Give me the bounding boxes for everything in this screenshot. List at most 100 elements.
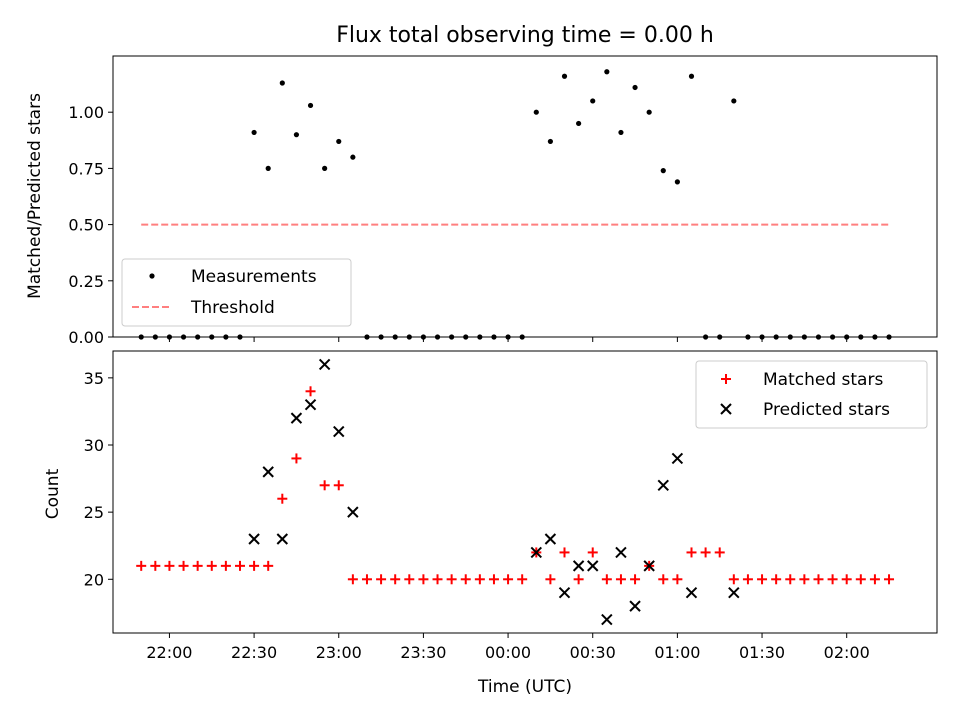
predicted-star-point xyxy=(629,600,641,612)
x-tick-label: 01:30 xyxy=(739,643,785,662)
matched-star-point xyxy=(545,574,556,585)
predicted-star-point xyxy=(615,546,627,559)
predicted-star-point xyxy=(544,533,557,545)
top-legend-box xyxy=(121,258,352,327)
predicted-star-point xyxy=(587,560,599,572)
predicted-star-point xyxy=(558,587,571,599)
legend-threshold-label: Threshold xyxy=(190,298,275,318)
matched-star-point xyxy=(474,574,485,585)
measurement-point xyxy=(646,109,652,115)
predicted-star-point xyxy=(262,466,274,478)
matched-star-point xyxy=(587,547,598,558)
matched-star-point xyxy=(376,574,387,585)
matched-star-point xyxy=(714,547,725,558)
matched-star-point xyxy=(517,574,528,585)
predicted-star-point xyxy=(643,560,655,572)
matched-star-point xyxy=(841,574,852,585)
legend-measurements-label: Measurements xyxy=(191,267,317,287)
matched-star-point xyxy=(630,574,641,585)
matched-star-point xyxy=(757,574,768,585)
bottom-legend-box xyxy=(695,360,928,429)
predicted-star-point xyxy=(728,587,740,599)
legend-measurements-marker xyxy=(149,273,155,279)
bottom-legend: Matched stars Predicted stars xyxy=(695,360,928,429)
x-tick-label: 22:30 xyxy=(231,643,277,662)
matched-star-point xyxy=(220,560,231,571)
x-axis-label: Time (UTC) xyxy=(477,677,572,697)
matched-star-point xyxy=(728,574,739,585)
measurement-point xyxy=(251,129,257,136)
matched-star-point xyxy=(573,574,584,585)
measurement-point xyxy=(674,179,680,185)
matched-star-point xyxy=(263,560,274,571)
measurement-point xyxy=(293,132,300,138)
matched-star-point xyxy=(827,574,838,585)
matched-star-point xyxy=(813,574,824,585)
predicted-star-point xyxy=(530,546,542,559)
legend-matched-marker xyxy=(721,374,731,384)
measurement-point xyxy=(561,73,568,79)
top-y-tick-label: 1.00 xyxy=(68,103,104,122)
x-tick-label: 22:00 xyxy=(146,643,192,662)
matched-star-point xyxy=(615,574,626,585)
bottom-y-tick-label: 20 xyxy=(84,570,104,589)
matched-star-point xyxy=(234,560,245,571)
measurement-point xyxy=(322,165,328,171)
predicted-star-point xyxy=(290,412,303,424)
measurement-point xyxy=(576,120,582,127)
matched-star-point xyxy=(672,574,683,585)
matched-star-point xyxy=(390,574,401,585)
matched-star-point xyxy=(658,574,669,585)
measurement-point xyxy=(279,80,285,86)
measurement-point xyxy=(350,154,356,160)
top-legend: Measurements Threshold xyxy=(121,258,352,327)
top-y-tick-label: 0.75 xyxy=(68,159,104,178)
matched-star-point xyxy=(686,547,697,558)
predicted-star-point xyxy=(657,479,669,491)
measurement-point xyxy=(590,98,596,104)
top-y-tick-label: 0.00 xyxy=(68,328,104,347)
top-panel: 0.00 0.25 0.50 0.75 1.00 Measurements Threshol… xyxy=(68,55,938,347)
predicted-star-point xyxy=(347,506,359,518)
measurement-point xyxy=(336,138,342,145)
legend-predicted-label: Predicted stars xyxy=(763,400,890,420)
predicted-star-point xyxy=(248,533,260,545)
matched-star-point xyxy=(361,574,372,585)
matched-star-point xyxy=(601,574,612,585)
matched-star-point xyxy=(164,560,175,571)
predicted-star-point xyxy=(671,452,684,465)
predicted-star-point xyxy=(304,399,317,411)
predicted-star-point xyxy=(318,358,331,371)
matched-star-point xyxy=(404,574,415,585)
measurement-point xyxy=(688,73,695,79)
matched-star-point xyxy=(742,574,753,585)
x-tick-label: 00:30 xyxy=(570,643,616,662)
matched-star-point xyxy=(855,574,866,585)
predicted-star-point xyxy=(572,560,585,572)
matched-star-point xyxy=(869,574,880,585)
matched-star-point xyxy=(178,560,189,571)
bottom-y-axis-label: Count xyxy=(43,468,63,519)
matched-star-point xyxy=(347,574,358,585)
predicted-star-point xyxy=(333,425,345,438)
matched-star-point xyxy=(884,574,895,585)
bottom-y-tick-label: 25 xyxy=(84,503,104,522)
chart-title: Flux total observing time = 0.00 h xyxy=(336,23,714,48)
matched-star-point xyxy=(700,547,711,558)
matched-star-point xyxy=(771,574,782,585)
x-tick-label: 02:00 xyxy=(824,643,870,662)
legend-predicted-marker xyxy=(720,403,732,415)
matched-star-point xyxy=(488,574,499,585)
matched-star-point xyxy=(277,493,288,504)
x-tick-label: 23:00 xyxy=(316,643,362,662)
x-tick-label: 00:00 xyxy=(485,643,531,662)
matched-star-point xyxy=(503,574,514,585)
measurement-point xyxy=(265,165,271,171)
matched-star-point xyxy=(136,560,147,571)
x-tick-label: 01:00 xyxy=(654,643,700,662)
measurement-point xyxy=(533,109,539,115)
matched-star-point xyxy=(559,547,570,558)
matched-star-point xyxy=(799,574,810,585)
measurement-point xyxy=(632,84,638,91)
